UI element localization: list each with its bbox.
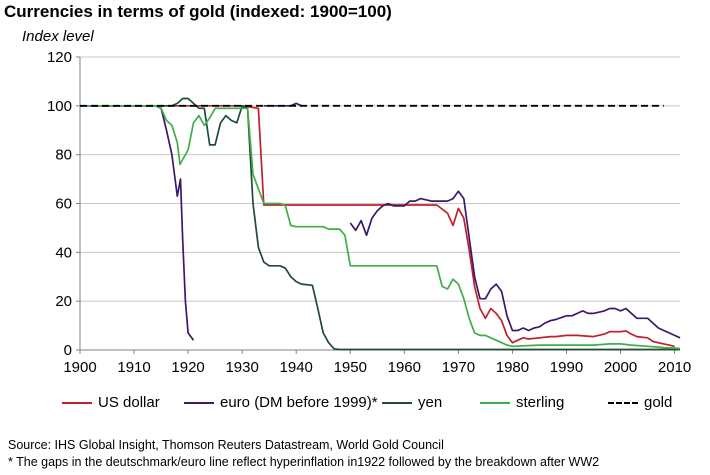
y-tick-label-120: 120 (47, 49, 72, 66)
y-tick-label-20: 20 (55, 293, 72, 310)
x-tick-label-1900: 1900 (63, 359, 96, 376)
legend-label-gold: gold (644, 394, 673, 411)
y-tick-label-60: 60 (55, 196, 72, 213)
series-lines (80, 97, 681, 351)
x-tick-label-1960: 1960 (388, 359, 421, 376)
y-tick-label-100: 100 (47, 98, 72, 115)
legend-swatch-gold (608, 401, 638, 404)
x-tick-label-1980: 1980 (496, 359, 529, 376)
x-tick-label-1990: 1990 (550, 359, 583, 376)
x-tick-label-1950: 1950 (334, 359, 367, 376)
legend-item-yen: yen (382, 394, 442, 411)
legend-swatch-sterling (480, 401, 510, 404)
grid-lines (80, 56, 680, 302)
y-tick-label-0: 0 (64, 342, 72, 359)
x-tick-label-1940: 1940 (280, 359, 313, 376)
legend-item-sterling: sterling (480, 394, 564, 411)
legend-item-euro: euro (DM before 1999)* (184, 394, 378, 411)
legend-label-us-dollar: US dollar (98, 394, 160, 411)
legend-label-euro: euro (DM before 1999)* (220, 394, 378, 411)
x-tick-label-1930: 1930 (225, 359, 258, 376)
series-line-euro-dm-before-1999-2 (349, 190, 681, 339)
y-tick-label-40: 40 (55, 244, 72, 261)
series-line-us-dollar-0 (80, 104, 675, 348)
tick-labels: 0 20 40 60 80 100 120 1900 1910 1920 1930 1940 1950 1… (47, 49, 691, 376)
series-line-sterling-0 (80, 104, 681, 350)
x-tick-label-2010: 2010 (658, 359, 691, 376)
legend-item-us-dollar: US dollar (62, 394, 160, 411)
x-tick-label-1970: 1970 (442, 359, 475, 376)
source-note: Source: IHS Global Insight, Thomson Reut… (8, 438, 444, 452)
series-line-yen-0 (80, 97, 680, 351)
footnote: * The gaps in the deutschmark/euro line … (8, 455, 600, 469)
legend-swatch-yen (382, 401, 412, 404)
x-tick-label-2000: 2000 (604, 359, 637, 376)
legend-item-gold: gold (608, 394, 672, 411)
x-tick-label-1920: 1920 (171, 359, 204, 376)
legend-label-yen: yen (418, 394, 443, 411)
x-tick-label-1910: 1910 (117, 359, 150, 376)
chart-title: Currencies in terms of gold (indexed: 19… (4, 2, 392, 21)
legend-label-sterling: sterling (516, 394, 565, 411)
legend: US dollar euro (DM before 1999)* yen ste… (0, 394, 710, 416)
y-axis-label: Index level (22, 28, 94, 45)
y-tick-label-80: 80 (55, 147, 72, 164)
legend-swatch-euro (184, 401, 214, 404)
legend-swatch-us-dollar (62, 401, 92, 404)
line-chart: 0 20 40 60 80 100 120 1900 1910 1920 1930 1940 1950 1… (47, 49, 691, 376)
